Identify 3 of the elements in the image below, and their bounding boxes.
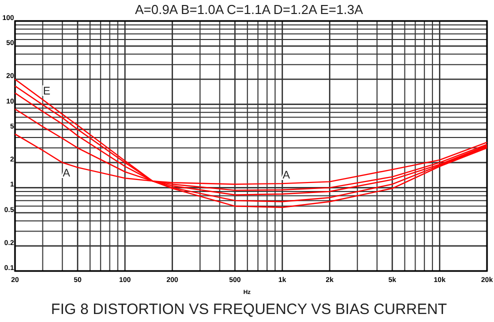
text: FIG 8 DISTORTION VS FREQUENCY VS BIAS CURRENT	[51, 301, 447, 318]
chart-subtitle: A=0.9A B=1.0A C=1.1A D=1.2A E=1.3A	[134, 2, 364, 17]
annotation: E	[43, 86, 50, 98]
